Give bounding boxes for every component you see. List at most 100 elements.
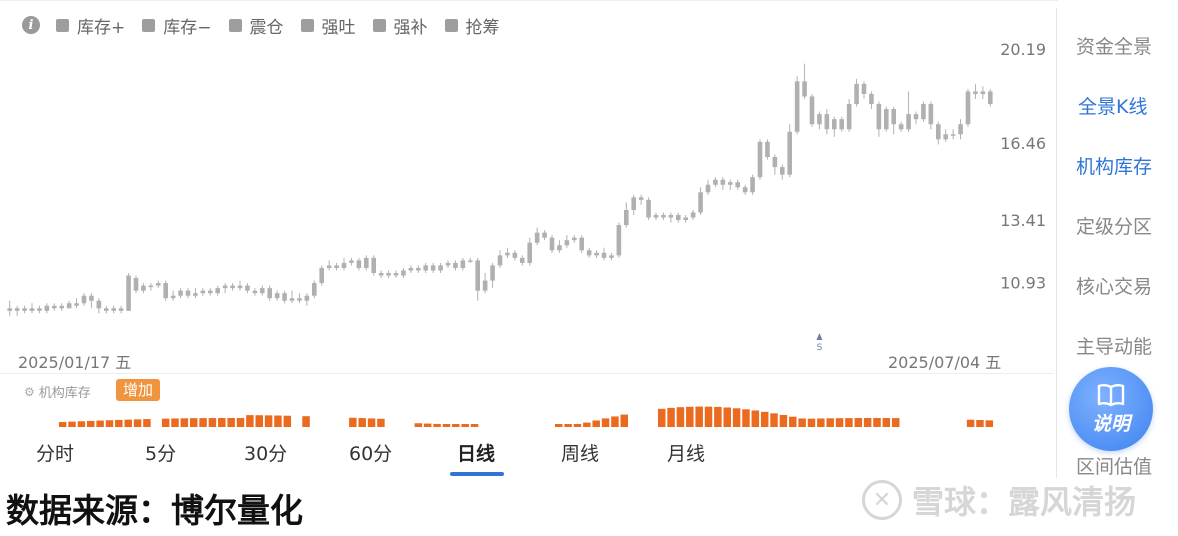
sidebar-item-institution-stock[interactable]: 机构库存 — [1076, 156, 1153, 178]
legend-item-stock-minus[interactable]: 库存− — [142, 13, 212, 38]
candle-body — [579, 237, 585, 251]
candle-body — [668, 215, 674, 218]
candle-body — [542, 232, 547, 238]
candle-body — [148, 285, 154, 288]
sidebar-item-core-trading[interactable]: 核心交易 — [1076, 276, 1153, 298]
candle-body — [207, 290, 213, 294]
candle-body — [638, 197, 644, 200]
inventory-bar — [966, 419, 975, 427]
legend-item-stock-plus[interactable]: 库存+ — [56, 13, 125, 38]
candle-body — [326, 265, 332, 268]
tab-weekly[interactable]: 周线 — [561, 443, 600, 465]
inventory-bar — [377, 418, 385, 427]
candle-body — [646, 199, 651, 218]
candle-body — [512, 252, 518, 258]
inventory-bar — [601, 418, 610, 427]
candle-body — [883, 109, 889, 130]
legend-item-shake[interactable]: 震仓 — [228, 13, 284, 38]
sidebar-item-capital-overview[interactable]: 资金全景 — [1076, 36, 1153, 58]
candle-body — [423, 265, 429, 271]
candle-body — [59, 305, 65, 309]
inventory-bar — [452, 424, 460, 427]
inventory-bar — [835, 418, 844, 427]
snowball-logo-icon: ✕ — [862, 480, 902, 520]
tab-daily[interactable]: 日线 — [457, 443, 496, 465]
inventory-bar — [676, 407, 685, 427]
candle-body — [497, 255, 503, 266]
candle-body — [935, 124, 941, 140]
candle-body — [720, 179, 726, 185]
candle-body — [854, 83, 859, 105]
inventory-bar — [620, 414, 629, 427]
inventory-bar — [667, 407, 675, 427]
candle-body — [713, 179, 718, 185]
gear-icon[interactable]: ⚙ — [24, 384, 35, 399]
candle-body — [571, 237, 577, 241]
inventory-bar — [87, 420, 95, 427]
candle-body — [683, 217, 689, 221]
candle-body — [230, 285, 235, 289]
sidebar-divider — [1056, 8, 1057, 478]
sidebar-item-panorama-kline[interactable]: 全景K线 — [1078, 96, 1148, 118]
inventory-bar — [227, 418, 235, 427]
legend-swatch — [142, 18, 156, 32]
inventory-bar — [686, 406, 694, 427]
inventory-bar — [283, 415, 292, 427]
sidebar-item-valuation[interactable]: 区间估值 — [1076, 456, 1153, 478]
tab-intraday[interactable]: 分时 — [36, 443, 75, 465]
candle-body — [601, 252, 607, 258]
candle-body — [81, 295, 87, 304]
tab-60min[interactable]: 60分 — [349, 443, 393, 465]
legend-item-strong-buy[interactable]: 强补 — [372, 13, 428, 38]
candle-body — [490, 265, 495, 281]
inventory-bar — [367, 418, 376, 427]
tab-30min[interactable]: 30分 — [244, 443, 288, 465]
candle-body — [378, 273, 384, 276]
inventory-bar — [863, 418, 872, 427]
info-icon[interactable]: i — [22, 16, 40, 34]
candle-body — [534, 232, 540, 243]
chart-panel: 20.19 16.46 13.41 10.93 S i 库存+ 库存− 震仓 强吐 强补… — [0, 0, 1058, 476]
candle-body — [89, 295, 94, 301]
inventory-bar — [264, 415, 273, 427]
candle-body — [274, 293, 280, 299]
inventory-bar — [255, 415, 263, 427]
candle-body — [252, 290, 258, 294]
help-button[interactable]: 说明 — [1069, 367, 1153, 451]
inventory-bar — [58, 422, 67, 427]
sidebar-item-grade-zone[interactable]: 定级分区 — [1076, 216, 1153, 238]
inventory-bar — [302, 416, 310, 427]
candle-body — [802, 81, 807, 97]
tab-5min[interactable]: 5分 — [145, 443, 177, 465]
candle-body — [965, 91, 971, 125]
legend-swatch — [300, 18, 314, 32]
legend-item-strong-sell[interactable]: 强吐 — [300, 13, 356, 38]
legend-item-grab[interactable]: 抢筹 — [444, 13, 500, 38]
candle-body — [7, 308, 13, 311]
x-end-date-label: 2025/07/04 五 — [888, 353, 1002, 372]
legend-swatch — [56, 18, 69, 32]
inventory-bar — [751, 410, 760, 427]
candle-body — [267, 288, 273, 299]
inventory-bar — [798, 418, 806, 427]
inventory-bar — [133, 419, 142, 427]
candle-body — [690, 212, 696, 218]
sidebar-item-momentum[interactable]: 主导动能 — [1076, 336, 1153, 358]
candle-body — [215, 288, 221, 294]
inventory-bar — [171, 418, 179, 427]
inventory-bar — [573, 424, 582, 427]
y-tick-label: 20.19 — [1000, 40, 1046, 59]
candle-body — [980, 91, 986, 94]
data-source-caption: 数据来源：博尔量化 — [6, 491, 303, 530]
inventory-bar — [189, 418, 198, 427]
candle-body — [787, 131, 793, 175]
tab-monthly[interactable]: 月线 — [667, 443, 706, 465]
y-tick-label: 13.41 — [1000, 211, 1046, 230]
candle-body — [170, 295, 176, 299]
candle-body — [141, 285, 146, 291]
candle-body — [408, 267, 414, 271]
inventory-bar — [657, 408, 666, 427]
inventory-status-badge: 增加 — [116, 379, 161, 401]
candle-body — [549, 237, 555, 251]
candle-body — [564, 240, 570, 246]
